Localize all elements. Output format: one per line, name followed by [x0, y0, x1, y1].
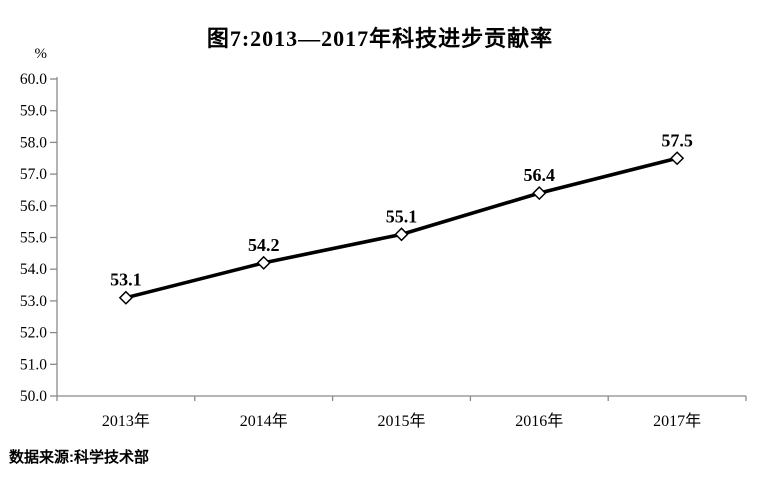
y-tick-label: 52.0: [20, 325, 47, 342]
x-tick-label: 2015年: [377, 412, 425, 430]
y-tick-label: 54.0: [20, 261, 47, 278]
data-point-marker: [670, 151, 685, 166]
data-label: 56.4: [524, 165, 556, 185]
y-tick-label: 58.0: [20, 134, 47, 151]
y-tick-label: 53.0: [20, 293, 47, 310]
y-tick-label: 57.0: [20, 166, 47, 183]
y-tick-label: 59.0: [20, 103, 47, 120]
data-point-marker: [394, 227, 409, 242]
y-tick-label: 55.0: [20, 230, 47, 247]
chart-title: 图7:2013—2017年科技进步贡献率: [206, 26, 554, 51]
y-tick-label: 56.0: [20, 198, 47, 215]
y-tick-label: 60.0: [20, 71, 47, 88]
x-tick-label: 2016年: [515, 412, 563, 430]
y-axis-unit-label: %: [35, 46, 48, 62]
x-tick-label: 2017年: [653, 412, 701, 430]
data-point-marker: [118, 290, 133, 305]
x-tick-label: 2014年: [240, 412, 288, 430]
y-tick-label: 51.0: [20, 356, 47, 373]
data-point-marker: [256, 255, 271, 270]
source-note: 数据来源:科学技术部: [9, 449, 149, 466]
y-tick-label: 50.0: [20, 388, 47, 405]
data-label: 53.1: [110, 270, 142, 290]
data-label: 54.2: [248, 235, 280, 255]
data-label: 55.1: [386, 206, 418, 226]
data-label: 57.5: [661, 130, 693, 150]
data-point-marker: [532, 186, 547, 201]
x-tick-label: 2013年: [102, 412, 150, 430]
